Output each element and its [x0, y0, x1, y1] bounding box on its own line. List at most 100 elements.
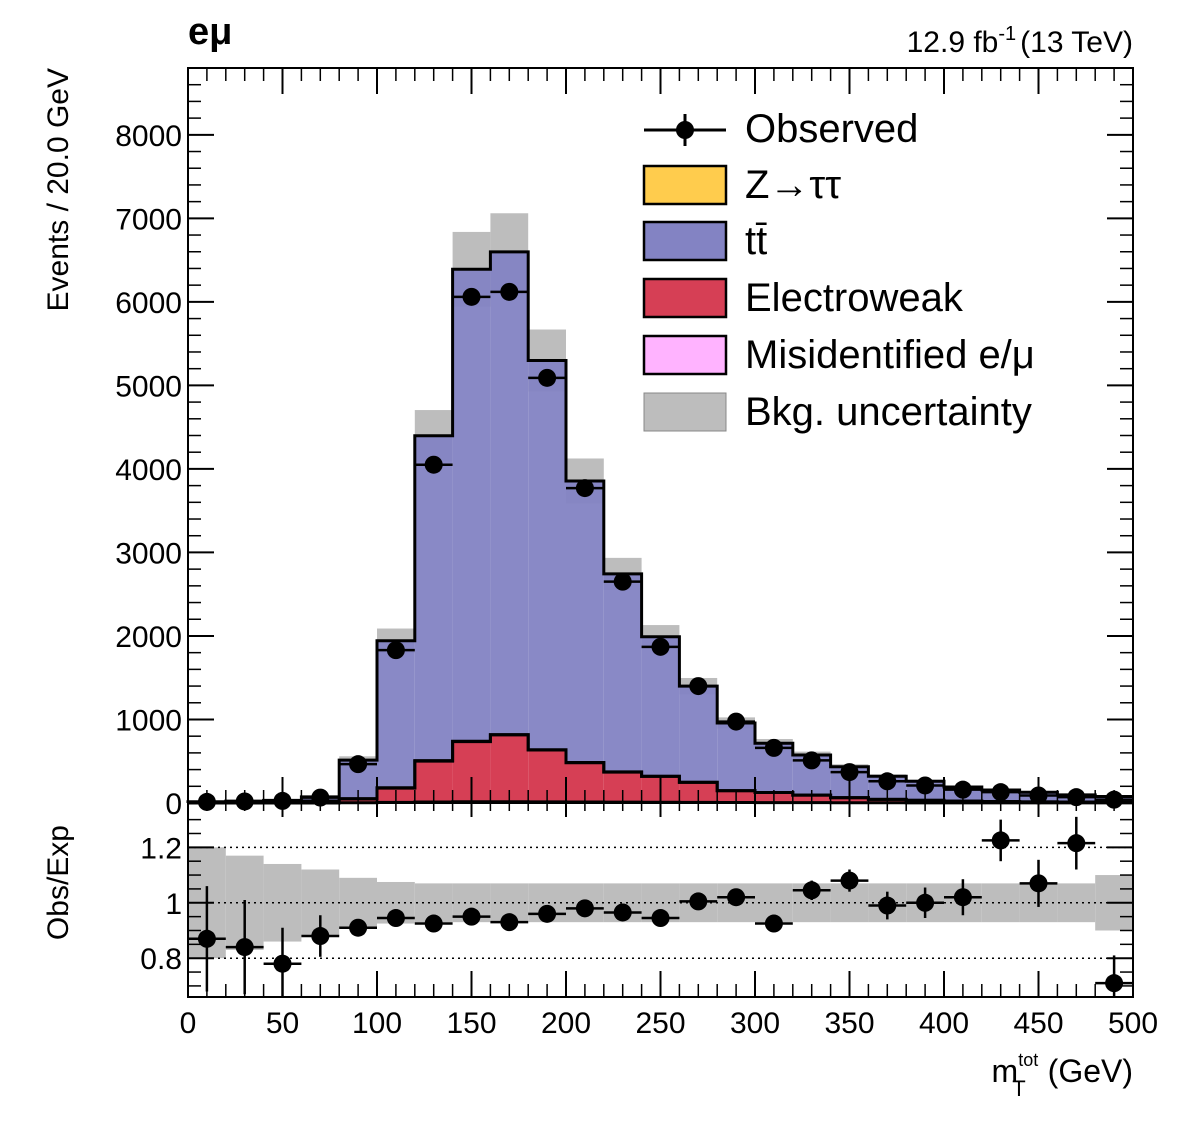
observed-point	[462, 287, 481, 306]
y-tick-label: 7000	[115, 203, 182, 236]
ratio-point	[953, 888, 972, 907]
ratio-point	[613, 903, 632, 922]
ratio-point	[1105, 974, 1124, 993]
histogram-bar	[679, 686, 718, 783]
ratio-point	[349, 918, 368, 937]
y-tick-label: 0	[165, 788, 182, 821]
ratio-point	[689, 892, 708, 911]
ratio-point	[386, 909, 405, 928]
observed-point	[727, 712, 746, 731]
observed-point	[613, 572, 632, 591]
x-tick-label: 450	[1013, 1007, 1063, 1040]
y-tick-label: 6000	[115, 287, 182, 320]
legend-electroweak-label: Electroweak	[745, 276, 964, 320]
ratio-point	[197, 929, 216, 948]
histogram-bar	[452, 269, 491, 742]
legend-uncertainty-label: Bkg. uncertainty	[745, 390, 1032, 434]
lumi-value: 12.9 fb	[907, 26, 999, 59]
legend-entry-electroweak: Electroweak	[642, 276, 964, 320]
legend-ztautau-label: Z→ττ	[745, 163, 841, 207]
legend-ttbar-label: tt̄	[745, 219, 767, 263]
ratio-point	[538, 904, 557, 923]
x-tick-label: 100	[352, 1007, 402, 1040]
x-tick-label: 0	[180, 1007, 197, 1040]
x-tick-label: 50	[266, 1007, 299, 1040]
top-axes: 0 1000 2000 3000 4000 5000 6000 7000 8000	[115, 67, 1134, 821]
ratio-point	[575, 899, 594, 918]
lumi-label: 12.9 fb-1 (13 TeV)	[907, 23, 1133, 59]
y-tick-label: 8000	[115, 120, 182, 153]
ratio-point	[878, 896, 897, 915]
x-tick-label: 400	[919, 1007, 969, 1040]
observed-point	[764, 738, 783, 757]
histogram-bar	[414, 435, 453, 761]
observed-point	[689, 677, 708, 696]
x-axis-symbol: m	[992, 1053, 1019, 1089]
ratio-point	[500, 913, 519, 932]
observed-point	[500, 282, 519, 301]
observed-point	[953, 780, 972, 799]
x-axis-title: mtot T (GeV)	[992, 1050, 1133, 1101]
ratio-point	[991, 831, 1010, 850]
observed-point	[878, 772, 897, 791]
x-tick-label: 300	[730, 1007, 780, 1040]
ratio-reference-lines	[188, 846, 1133, 959]
observed-point	[424, 455, 443, 474]
y-tick-label: 2000	[115, 621, 182, 654]
ratio-point	[462, 907, 481, 926]
observed-point	[538, 368, 557, 387]
legend-ztautau-swatch	[642, 164, 728, 206]
legend-misidentified-label: Misidentified e/μ	[745, 333, 1035, 377]
ratio-point	[273, 954, 292, 973]
histogram-bar	[717, 722, 755, 791]
x-tick-label: 200	[541, 1007, 591, 1040]
y-axis-title: Events / 20.0 GeV	[42, 68, 75, 311]
legend-observed-marker	[676, 121, 694, 139]
legend-entry-ztautau: Z→ττ	[642, 163, 841, 207]
ratio-point	[424, 914, 443, 933]
ratio-y-tick-label: 1	[165, 888, 182, 921]
ratio-point	[916, 893, 935, 912]
ratio-point	[651, 909, 670, 928]
y-tick-label: 4000	[115, 454, 182, 487]
ratio-points	[188, 816, 1133, 997]
x-tick-label: 350	[824, 1007, 874, 1040]
legend-misidentified-swatch	[642, 334, 728, 376]
ratio-point	[1029, 874, 1048, 893]
x-axis-unit: (GeV)	[1048, 1053, 1133, 1089]
y-tick-label: 5000	[115, 370, 182, 403]
ratio-point	[840, 871, 859, 890]
legend-entry-ttbar: tt̄	[642, 219, 767, 263]
channel-label: eμ	[188, 11, 232, 53]
ratio-point	[1067, 834, 1086, 853]
y-tick-label: 3000	[115, 537, 182, 570]
ratio-y-tick-label: 0.8	[140, 943, 182, 976]
energy-label: (13 TeV)	[1020, 26, 1133, 59]
histogram-bar	[603, 573, 642, 772]
histogram-bar	[377, 640, 415, 788]
legend: Observed Z→ττ tt̄ Electroweak Misidentif…	[642, 107, 1035, 434]
observed-point	[840, 763, 859, 782]
histogram-bar	[490, 251, 529, 735]
legend-entry-misidentified: Misidentified e/μ	[642, 333, 1035, 377]
observed-point	[916, 776, 935, 795]
legend-electroweak-swatch	[642, 277, 728, 319]
x-tick-label: 250	[635, 1007, 685, 1040]
legend-uncertainty-swatch	[643, 392, 727, 432]
ratio-y-axis-title: Obs/Exp	[42, 825, 75, 940]
x-axis-subscript: T	[1012, 1076, 1025, 1101]
ratio-point	[235, 938, 254, 957]
ratio-uncertainty-band	[188, 847, 1133, 959]
x-tick-label: 500	[1108, 1007, 1158, 1040]
ratio-point	[764, 914, 783, 933]
ratio-point	[802, 881, 821, 900]
observed-point	[349, 755, 368, 774]
histogram-bar	[566, 481, 604, 763]
legend-entry-observed: Observed	[644, 107, 918, 151]
bottom-axes: 0.8 1 1.2 0 50 100 150 200 250 300 350 400 450 500	[140, 802, 1158, 1040]
legend-observed-label: Observed	[745, 107, 918, 151]
ratio-point	[311, 927, 330, 946]
x-tick-label: 150	[446, 1007, 496, 1040]
ratio-uncertainty-bin	[981, 883, 1020, 923]
